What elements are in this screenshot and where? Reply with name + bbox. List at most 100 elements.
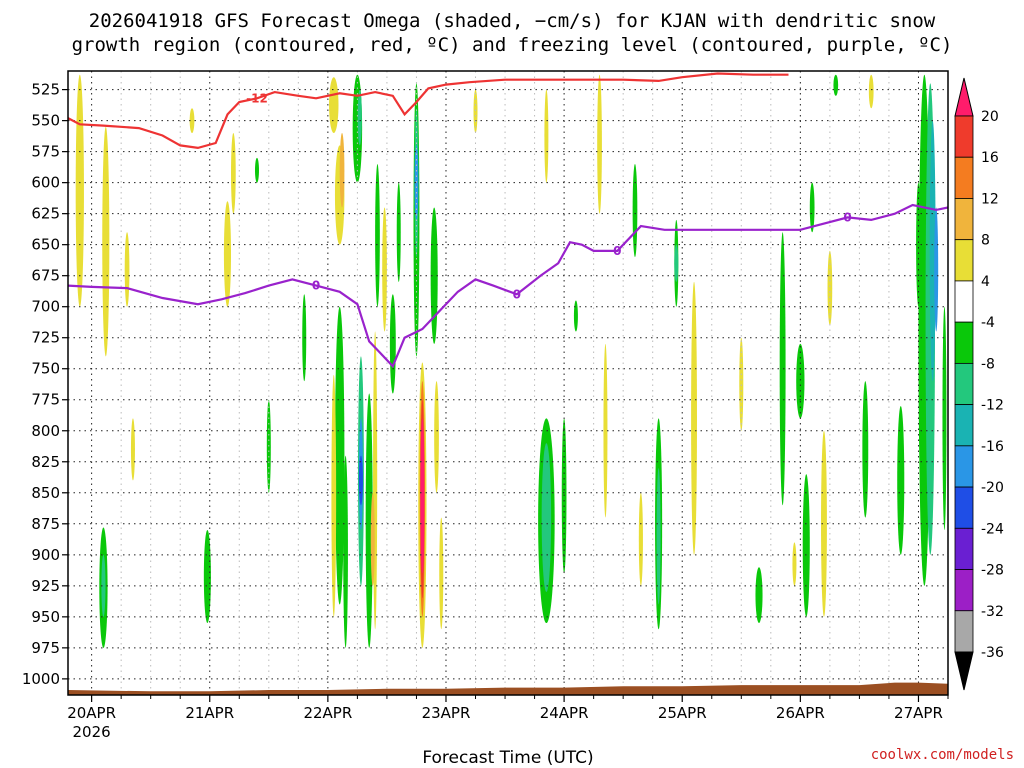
- y-tick-label: 875: [31, 515, 60, 533]
- omega-shade-region: [739, 337, 744, 431]
- colorbar-label: -28: [981, 563, 1004, 579]
- omega-shade-region: [821, 430, 827, 617]
- omega-shade-region: [203, 530, 211, 624]
- colorbar-label: 20: [981, 109, 999, 125]
- omega-shade-region: [430, 207, 438, 344]
- contour-label: 0: [843, 210, 851, 224]
- colorbar-swatch: [954, 527, 974, 570]
- terrain-area: [68, 682, 948, 695]
- colorbar-top-arrow: [954, 77, 974, 117]
- contour-label: 0: [613, 244, 621, 258]
- omega-shade-region: [792, 542, 797, 586]
- plot-frame: [67, 70, 949, 696]
- x-tick-label: 22APR: [303, 704, 352, 722]
- x-tick-label: 25APR: [658, 704, 707, 722]
- contour-label: 0: [513, 287, 521, 301]
- colorbar-swatch: [954, 239, 974, 282]
- omega-shade-region: [365, 393, 373, 648]
- x-axis-time: 20APR 21APR 22APR 23APR 24APR 25APR 26APR 27APR: [67, 695, 949, 722]
- colorbar-label: -4: [981, 315, 995, 331]
- omega-shade-region: [231, 133, 236, 214]
- y-tick-label: 575: [31, 143, 60, 161]
- omega-shading: [75, 74, 947, 648]
- colorbar-label: -8: [981, 356, 995, 372]
- omega-shade-region: [573, 300, 578, 332]
- x-tick-label: 27APR: [894, 704, 943, 722]
- y-tick-label: 900: [31, 546, 60, 564]
- colorbar-label: 8: [981, 233, 990, 249]
- omega-shade-region: [929, 120, 936, 382]
- chart-title-line-2: growth region (contoured, red, ºC) and f…: [72, 34, 953, 56]
- omega-shade-region: [473, 89, 478, 134]
- x-tick-label: 26APR: [776, 704, 825, 722]
- colorbar-label: 4: [981, 274, 990, 290]
- y-tick-label: 650: [31, 236, 60, 254]
- omega-shade-region: [389, 294, 396, 394]
- contour-label: 0: [312, 279, 320, 293]
- omega-shade-region: [638, 492, 643, 586]
- contour-lines: -12 0 0 0 0: [68, 72, 948, 369]
- omega-shade-region: [420, 418, 425, 574]
- omega-shade-region: [102, 126, 110, 357]
- omega-shade-region: [802, 474, 810, 617]
- y-tick-label: 550: [31, 112, 60, 130]
- omega-shade-region: [382, 207, 387, 332]
- omega-shade-region: [603, 343, 608, 518]
- y-tick-label: 675: [31, 267, 60, 285]
- y-tick-label: 700: [31, 298, 60, 316]
- omega-shade-region: [897, 405, 905, 555]
- omega-shade-region: [334, 306, 345, 605]
- terrain-fill: [68, 682, 948, 695]
- omega-shade-region: [331, 374, 337, 617]
- colorbar-swatch: [954, 610, 974, 653]
- colorbar-label: -36: [981, 645, 1004, 661]
- omega-shade-region: [189, 108, 195, 134]
- omega-shade-region: [862, 381, 869, 518]
- colorbar-swatch: [954, 569, 974, 612]
- omega-shade-region: [343, 455, 348, 648]
- colorbar-label: -32: [981, 604, 1004, 620]
- chart-title: 2026041918 GFS Forecast Omega (shaded, −…: [72, 10, 953, 56]
- y-tick-label: 850: [31, 484, 60, 502]
- y-tick-label: 725: [31, 329, 60, 347]
- y-tick-label: 625: [31, 205, 60, 223]
- omega-shade-region: [796, 343, 805, 419]
- omega-shade-region: [396, 182, 401, 282]
- y-tick-label: 525: [31, 81, 60, 99]
- omega-shade-region: [809, 182, 815, 233]
- y-tick-label: 800: [31, 422, 60, 440]
- omega-shade-region: [329, 77, 339, 134]
- colorbar-swatch: [954, 404, 974, 447]
- y-tick-label: 750: [31, 360, 60, 378]
- colorbar-swatch: [954, 362, 974, 406]
- colorbar-bottom-arrow: [954, 651, 974, 691]
- omega-shade-region: [358, 455, 363, 506]
- colorbar-label: -16: [981, 439, 1004, 455]
- colorbar-swatch: [954, 115, 974, 158]
- y-tick-label: 925: [31, 577, 60, 595]
- colorbar-label: 16: [981, 150, 999, 166]
- x-tick-label: 21APR: [185, 704, 234, 722]
- colorbar-swatch: [954, 156, 974, 199]
- omega-shade-region: [942, 306, 947, 531]
- colorbar-swatch: [954, 486, 974, 529]
- colorbar-label: -20: [981, 480, 1004, 496]
- source-credit: coolwx.com/models: [871, 747, 1014, 763]
- omega-shade-region: [632, 164, 638, 258]
- colorbar-swatch: [954, 445, 974, 488]
- omega-shade-region: [375, 164, 380, 307]
- omega-shade-region: [370, 492, 375, 586]
- omega-shade-region: [414, 145, 419, 220]
- omega-shade-region: [357, 89, 362, 146]
- omega-shade-region: [779, 232, 786, 506]
- colorbar-swatch: [954, 321, 974, 364]
- y-tick-label: 775: [31, 391, 60, 409]
- grid-lines: [68, 71, 949, 695]
- omega-shade-region: [755, 567, 763, 624]
- omega-shade-region: [827, 250, 833, 326]
- omega-shade-region: [373, 331, 378, 630]
- omega-shade-region: [339, 133, 345, 208]
- omega-shade-region: [656, 467, 661, 605]
- omega-shade-region: [434, 381, 439, 493]
